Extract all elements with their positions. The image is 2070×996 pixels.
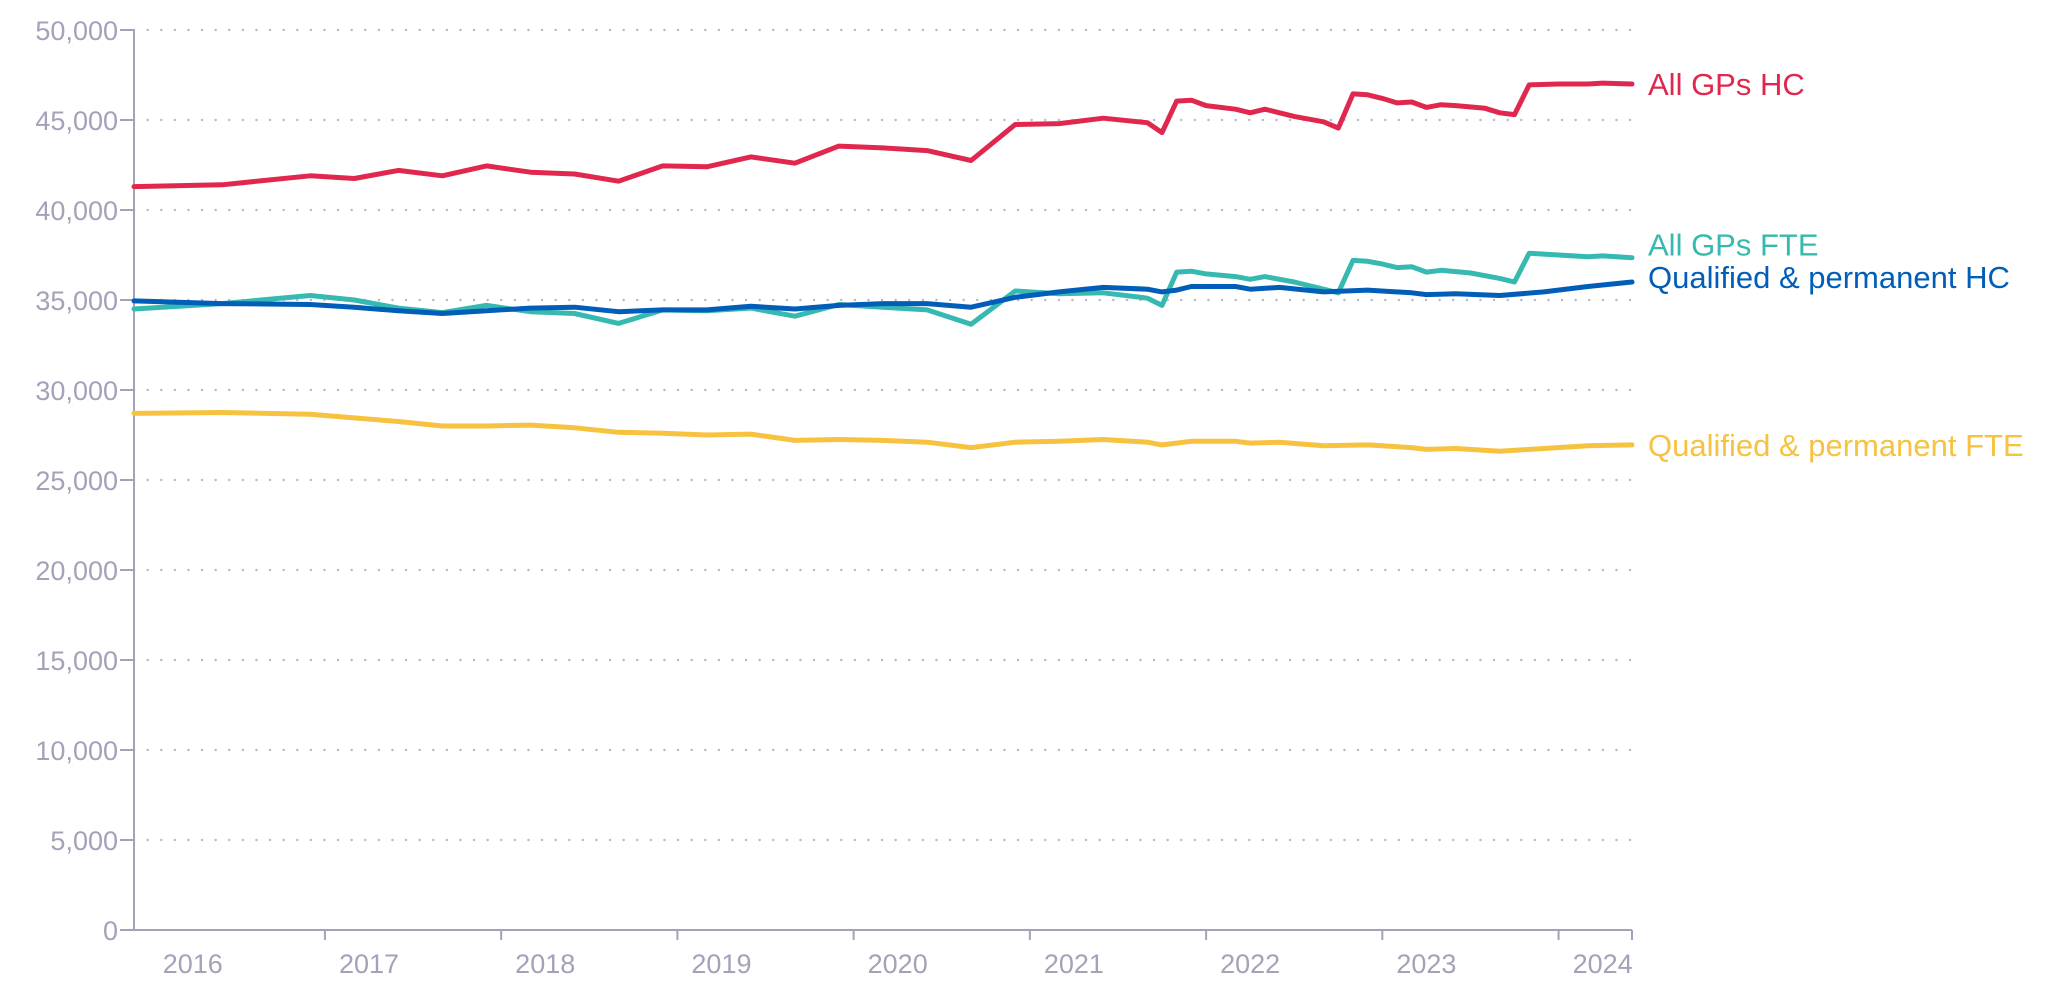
x-tick-label: 2017 bbox=[339, 949, 399, 979]
series-line bbox=[131, 250, 1635, 327]
y-tick-label: 15,000 bbox=[35, 646, 118, 676]
y-tick-label: 40,000 bbox=[35, 196, 118, 226]
x-tick-label: 2016 bbox=[163, 949, 223, 979]
x-tick-label: 2023 bbox=[1396, 949, 1456, 979]
x-tick-label: 2021 bbox=[1044, 949, 1104, 979]
series-line bbox=[131, 279, 1635, 316]
y-tick-label: 25,000 bbox=[35, 466, 118, 496]
gridlines bbox=[132, 28, 1634, 842]
y-tick-label: 35,000 bbox=[35, 286, 118, 316]
series-lines bbox=[131, 80, 1635, 454]
axes: 0 5,000 10,000 15,000 20,000 25,000 30,000 35,0… bbox=[35, 16, 1633, 979]
y-tick-label: 30,000 bbox=[35, 376, 118, 406]
x-tick-label: 2024 bbox=[1573, 949, 1633, 979]
series-line bbox=[131, 410, 1635, 454]
series-label: Qualified & permanent HC bbox=[1648, 260, 2010, 295]
x-tick-label: 2018 bbox=[515, 949, 575, 979]
x-tick-label: 2022 bbox=[1220, 949, 1280, 979]
series-label: All GPs HC bbox=[1648, 67, 1805, 102]
series-label: All GPs FTE bbox=[1648, 228, 1819, 263]
x-tick-label: 2019 bbox=[691, 949, 751, 979]
y-tick-label: 5,000 bbox=[50, 826, 118, 856]
y-tick-label: 10,000 bbox=[35, 736, 118, 766]
y-tick-label: 45,000 bbox=[35, 106, 118, 136]
y-tick-label: 20,000 bbox=[35, 556, 118, 586]
series-line bbox=[131, 80, 1635, 190]
series-label: Qualified & permanent FTE bbox=[1648, 428, 2024, 463]
y-tick-label: 50,000 bbox=[35, 16, 118, 46]
y-tick-label: 0 bbox=[103, 916, 118, 946]
x-tick-label: 2020 bbox=[868, 949, 928, 979]
